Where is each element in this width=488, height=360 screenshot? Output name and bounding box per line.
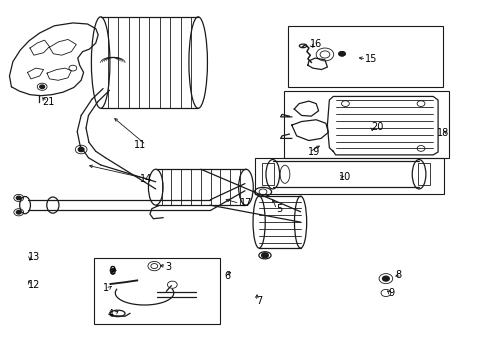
Circle shape <box>78 147 84 152</box>
Text: 17: 17 <box>239 198 251 208</box>
Text: 11: 11 <box>134 140 146 150</box>
Circle shape <box>16 196 21 200</box>
Text: 18: 18 <box>436 129 448 138</box>
Text: 12: 12 <box>27 280 40 290</box>
Text: 3: 3 <box>165 262 171 272</box>
Text: 2: 2 <box>109 266 115 276</box>
Circle shape <box>382 276 388 281</box>
Bar <box>255 158 444 194</box>
Bar <box>288 26 443 87</box>
Circle shape <box>16 211 21 214</box>
Text: 7: 7 <box>256 296 262 306</box>
Bar <box>283 91 448 158</box>
Text: 10: 10 <box>338 172 350 182</box>
Circle shape <box>40 85 44 89</box>
Text: 8: 8 <box>395 270 401 280</box>
Bar <box>417 163 429 185</box>
Circle shape <box>261 253 268 258</box>
Text: 9: 9 <box>388 288 394 298</box>
Text: 5: 5 <box>276 204 283 215</box>
Text: 4: 4 <box>107 309 114 319</box>
Text: 20: 20 <box>370 122 383 132</box>
Text: 19: 19 <box>307 147 320 157</box>
Text: 6: 6 <box>224 271 230 281</box>
Text: 15: 15 <box>365 54 377 64</box>
Bar <box>94 258 220 324</box>
Text: 1: 1 <box>102 283 109 293</box>
Circle shape <box>110 269 115 272</box>
Text: 14: 14 <box>140 174 152 184</box>
Text: 13: 13 <box>27 252 40 262</box>
Text: 21: 21 <box>42 97 55 107</box>
Circle shape <box>338 51 344 56</box>
Text: 16: 16 <box>309 40 322 49</box>
Bar <box>262 163 274 185</box>
